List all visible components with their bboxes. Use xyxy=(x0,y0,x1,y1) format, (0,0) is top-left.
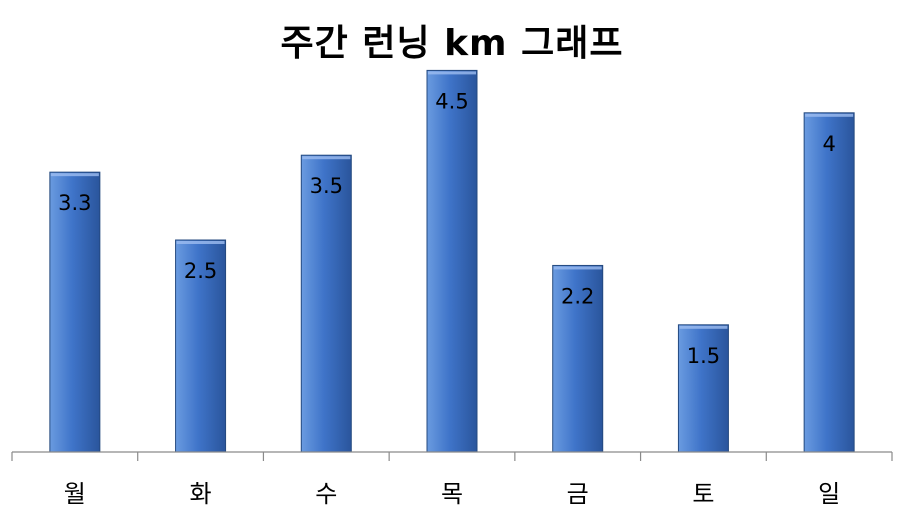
data-label-4: 4.5 xyxy=(435,89,468,113)
bar-highlight-4 xyxy=(428,71,476,75)
data-label-5: 2.2 xyxy=(561,284,594,308)
x-tick-label-3: 수 xyxy=(315,480,337,508)
x-tick-label-1: 월 xyxy=(64,480,86,508)
data-label-3: 3.5 xyxy=(310,174,343,198)
x-tick-label-6: 토 xyxy=(692,480,714,508)
x-tick-label-4: 목 xyxy=(441,480,463,508)
data-label-6: 1.5 xyxy=(687,344,720,368)
x-tick-label-7: 일 xyxy=(818,480,840,508)
x-tick-label-5: 금 xyxy=(567,480,589,508)
bar-highlight-2 xyxy=(176,241,225,244)
bar-highlight-6 xyxy=(679,325,728,329)
bar-2 xyxy=(175,239,227,453)
bar-7 xyxy=(803,112,855,453)
data-label-7: 4 xyxy=(822,132,835,156)
bar-3 xyxy=(300,154,352,453)
bar-4 xyxy=(426,69,478,453)
bar-highlight-7 xyxy=(805,113,854,117)
data-label-2: 2.5 xyxy=(184,259,217,283)
bar-highlight-3 xyxy=(302,156,351,160)
bar-highlight-5 xyxy=(553,266,602,270)
chart-title: 주간 런닝 km 그래프 xyxy=(280,23,624,64)
x-tick-label-2: 화 xyxy=(190,480,212,508)
bar-5 xyxy=(552,264,604,453)
bar-1 xyxy=(49,171,101,453)
data-label-1: 3.3 xyxy=(58,191,91,215)
bar-highlight-1 xyxy=(50,173,99,177)
